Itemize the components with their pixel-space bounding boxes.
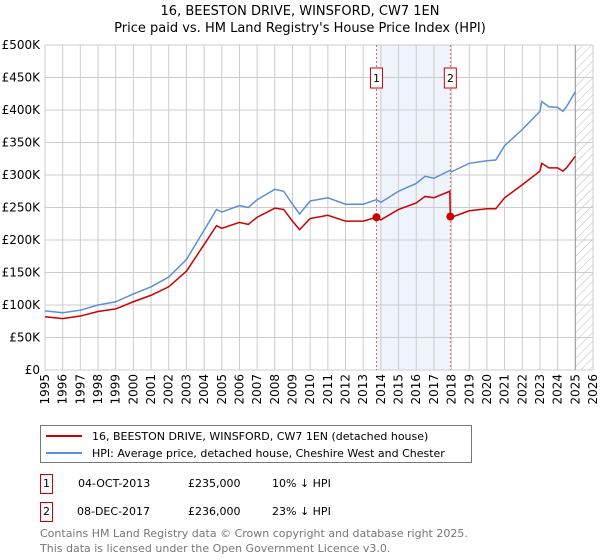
y-tick-label: £450K <box>2 71 42 85</box>
y-tick-label: £50K <box>9 331 41 345</box>
x-tick-label: 1998 <box>91 374 105 405</box>
x-tick-label: 2019 <box>462 374 476 405</box>
x-tick-label: 2001 <box>144 374 158 405</box>
transaction-delta: 10% ↓ HPI <box>272 477 331 490</box>
x-tick-label: 2015 <box>392 374 406 405</box>
transaction-number: 2 <box>40 502 53 522</box>
x-tick-label: 2014 <box>374 374 388 405</box>
x-tick-label: 2024 <box>551 374 565 405</box>
y-tick-label: £200K <box>2 233 42 247</box>
sale-point <box>372 213 381 222</box>
x-tick-label: 2010 <box>303 374 317 405</box>
x-tick-label: 2017 <box>427 374 441 405</box>
x-tick-label: 2003 <box>179 374 193 405</box>
x-tick-label: 2004 <box>197 374 211 405</box>
y-tick-label: £0 <box>25 363 40 377</box>
series-line <box>44 155 576 320</box>
y-tick-label: £500K <box>2 38 42 52</box>
legend-label-hpi: HPI: Average price, detached house, Ches… <box>92 446 445 460</box>
series-line <box>44 91 576 314</box>
chart-subtitle: Price paid vs. HM Land Registry's House … <box>114 21 486 36</box>
x-tick-label: 2008 <box>268 374 282 405</box>
x-tick-label: 1996 <box>56 374 70 405</box>
x-tick-label: 1995 <box>38 374 52 405</box>
x-tick-label: 1999 <box>109 374 123 405</box>
legend-swatch-property <box>46 435 82 437</box>
y-tick-label: £400K <box>2 103 42 117</box>
x-tick-label: 2026 <box>586 374 600 405</box>
x-tick-label: 2005 <box>215 374 229 405</box>
chart-title: 16, BEESTON DRIVE, WINSFORD, CW7 1EN <box>160 4 440 19</box>
y-tick-label: £250K <box>2 201 42 215</box>
footer-licence: This data is licensed under the Open Gov… <box>40 542 391 555</box>
x-tick-label: 2023 <box>533 374 547 405</box>
legend-label-property: 16, BEESTON DRIVE, WINSFORD, CW7 1EN (de… <box>92 429 429 443</box>
plot-area: £0 £50K £100K £150K £200K £250K £300K £350K £400… <box>2 38 600 405</box>
event-marker-label: 1 <box>373 72 380 85</box>
x-tick-label: 2025 <box>568 374 582 405</box>
transaction-delta: 23% ↓ HPI <box>272 505 331 518</box>
x-tick-label: 2002 <box>162 374 176 405</box>
x-tick-label: 2013 <box>356 374 370 405</box>
x-tick-label: 2018 <box>445 374 459 405</box>
x-tick-label: 2021 <box>498 374 512 405</box>
transaction-date: 04-OCT-2013 <box>78 477 151 490</box>
x-tick-label: 2011 <box>321 374 335 405</box>
transaction-date: 08-DEC-2017 <box>77 505 151 518</box>
y-tick-label: £300K <box>2 168 42 182</box>
y-tick-label: £100K <box>2 298 42 312</box>
y-tick-label: £150K <box>2 266 42 280</box>
x-tick-label: 2009 <box>285 374 299 405</box>
x-tick-label: 2012 <box>339 374 353 405</box>
sale-point <box>446 212 455 221</box>
x-tick-label: 2016 <box>409 374 423 405</box>
transaction-number: 1 <box>40 474 53 494</box>
transaction-price: £235,000 <box>188 477 241 490</box>
y-tick-label: £350K <box>2 136 42 150</box>
x-tick-label: 2000 <box>126 374 140 405</box>
event-marker-label: 2 <box>447 72 454 85</box>
event-marker-box <box>369 67 383 89</box>
legend-swatch-hpi <box>46 452 82 454</box>
x-tick-label: 2006 <box>232 374 246 405</box>
event-marker-box <box>443 67 457 89</box>
x-tick-label: 2007 <box>250 374 264 405</box>
x-tick-label: 2020 <box>480 374 494 405</box>
x-tick-label: 2022 <box>515 374 529 405</box>
transaction-price: £236,000 <box>188 505 241 518</box>
x-tick-label: 1997 <box>73 374 87 405</box>
footer-copyright: Contains HM Land Registry data © Crown c… <box>40 527 468 540</box>
legend: 16, BEESTON DRIVE, WINSFORD, CW7 1EN (de… <box>40 425 472 463</box>
